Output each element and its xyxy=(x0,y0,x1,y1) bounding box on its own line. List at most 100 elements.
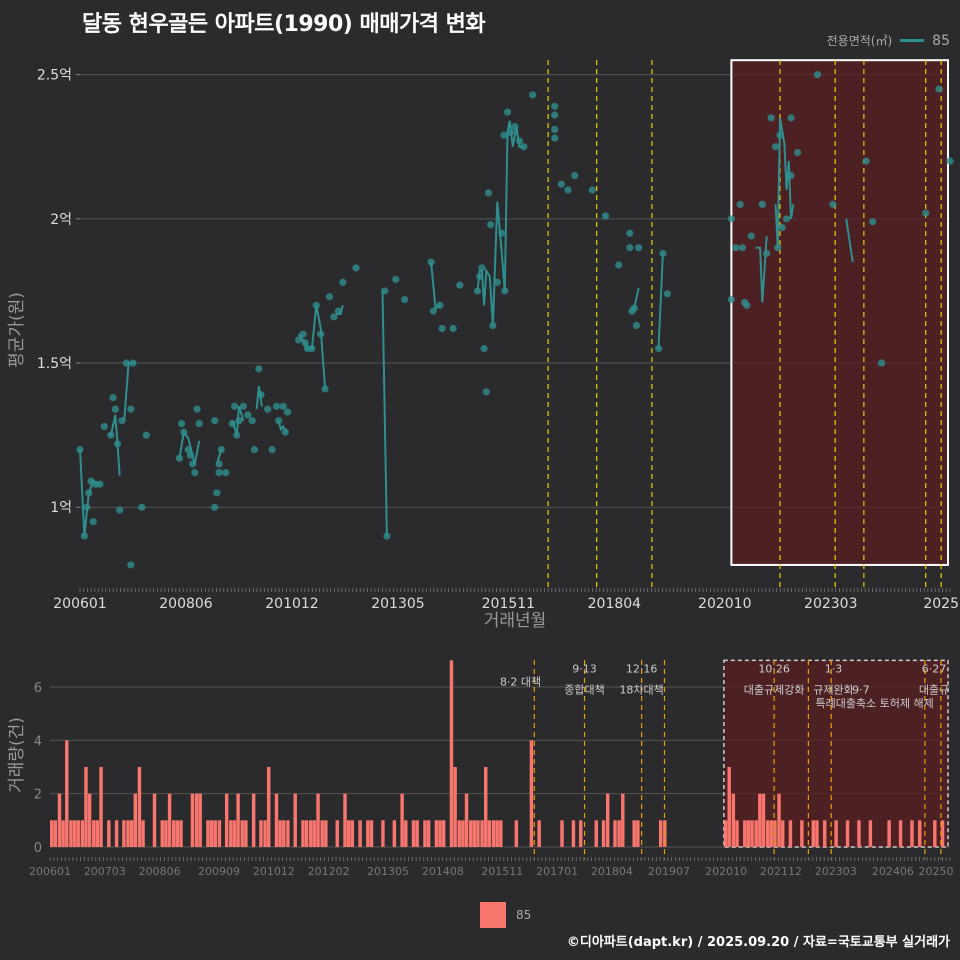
volume-bar xyxy=(53,820,58,847)
volume-bar xyxy=(190,793,195,847)
volume-x-tick-label: 202406 xyxy=(872,865,914,878)
volume-bar xyxy=(621,793,625,847)
price-point xyxy=(862,157,870,165)
price-point xyxy=(767,114,775,122)
volume-x-tick-label: 200703 xyxy=(84,865,126,878)
volume-bar xyxy=(69,820,73,847)
price-point xyxy=(935,85,943,93)
volume-bar xyxy=(381,820,385,847)
volume-bar xyxy=(324,820,328,847)
price-point xyxy=(186,451,195,459)
volume-bar xyxy=(617,820,621,847)
volume-bar xyxy=(152,793,157,847)
volume-bar xyxy=(309,820,313,847)
price-point xyxy=(727,295,735,304)
price-x-tick-label: 201511 xyxy=(482,596,535,612)
volume-bar xyxy=(61,820,65,847)
volume-bar xyxy=(50,820,54,847)
price-point xyxy=(484,189,493,197)
volume-bar xyxy=(746,820,751,847)
volume-bar xyxy=(236,793,240,847)
price-point xyxy=(235,417,243,425)
volume-bar xyxy=(304,820,309,847)
price-point xyxy=(330,313,338,321)
price-series-line xyxy=(845,218,854,263)
price-point xyxy=(272,402,281,410)
price-point xyxy=(632,321,641,330)
price-point xyxy=(436,301,444,309)
price-point xyxy=(244,411,252,419)
volume-bar xyxy=(800,820,804,847)
volume-bar xyxy=(274,793,279,847)
volume-x-tick-label: 200806 xyxy=(139,865,181,878)
price-chart: 1억 1.5억 2억 2.5억 200601 200806 201012 201305 201… xyxy=(7,59,959,631)
volume-bar xyxy=(845,820,850,847)
price-point xyxy=(482,388,490,396)
volume-bar xyxy=(92,820,96,847)
volume-policy-annotation: 대출규 xyxy=(919,684,949,697)
price-point xyxy=(429,307,437,315)
volume-bar xyxy=(605,793,610,847)
volume-bar xyxy=(240,820,244,847)
price-x-tick-label: 201804 xyxy=(588,596,642,612)
volume-bar xyxy=(99,767,103,847)
price-point xyxy=(116,506,124,514)
price-point xyxy=(175,454,183,462)
volume-bar xyxy=(72,820,77,847)
volume-bar xyxy=(495,820,499,847)
volume-bar xyxy=(834,820,838,847)
volume-bar xyxy=(198,793,202,847)
price-point xyxy=(352,264,360,272)
price-point xyxy=(301,339,309,347)
price-point xyxy=(383,532,391,540)
price-point xyxy=(279,402,287,410)
price-point xyxy=(551,102,559,110)
volume-bar xyxy=(773,820,777,847)
volume-bar xyxy=(84,767,88,847)
volume-x-tick-label: 201305 xyxy=(367,865,409,878)
volume-bar xyxy=(209,820,214,847)
volume-bar xyxy=(301,820,305,847)
volume-bar xyxy=(194,793,199,847)
price-point xyxy=(476,272,484,281)
price-point xyxy=(601,212,610,220)
price-point xyxy=(478,264,486,272)
price-point xyxy=(503,108,512,116)
price-point xyxy=(774,244,782,252)
volume-policy-annotation: 9·13 xyxy=(572,662,597,675)
volume-bar xyxy=(735,820,739,847)
price-point xyxy=(111,405,119,413)
price-y-tick-label: 2억 xyxy=(50,212,72,228)
price-point xyxy=(487,220,495,229)
price-point xyxy=(295,336,303,344)
price-series-line xyxy=(755,236,768,303)
volume-bar xyxy=(898,820,903,847)
price-point xyxy=(215,460,223,468)
price-highlight-box xyxy=(730,59,949,566)
price-point xyxy=(738,244,747,252)
price-point xyxy=(339,278,347,286)
volume-bar xyxy=(415,820,419,847)
price-point xyxy=(493,278,501,286)
volume-bar xyxy=(910,820,914,847)
volume-policy-annotation: 10·26 xyxy=(758,662,790,675)
price-point xyxy=(743,301,751,309)
volume-policy-annotation: 특례대출축소 토허제 해제 xyxy=(815,696,933,710)
volume-bar xyxy=(229,820,233,847)
volume-bar xyxy=(434,820,439,847)
price-x-tick-label: 202010 xyxy=(698,596,751,612)
price-point xyxy=(268,445,276,454)
volume-policy-annotation: 6·27 xyxy=(922,662,947,675)
legend-top: 전용면적(㎡) 85 xyxy=(827,32,950,49)
volume-bar xyxy=(107,820,111,847)
volume-bar xyxy=(601,820,606,847)
volume-bar xyxy=(164,820,168,847)
volume-bar xyxy=(232,820,237,847)
price-point xyxy=(630,304,638,312)
price-point xyxy=(776,131,784,139)
price-point xyxy=(869,218,877,226)
price-point xyxy=(308,345,316,353)
volume-bar xyxy=(822,820,827,847)
price-point xyxy=(778,223,786,232)
price-point xyxy=(813,71,822,79)
